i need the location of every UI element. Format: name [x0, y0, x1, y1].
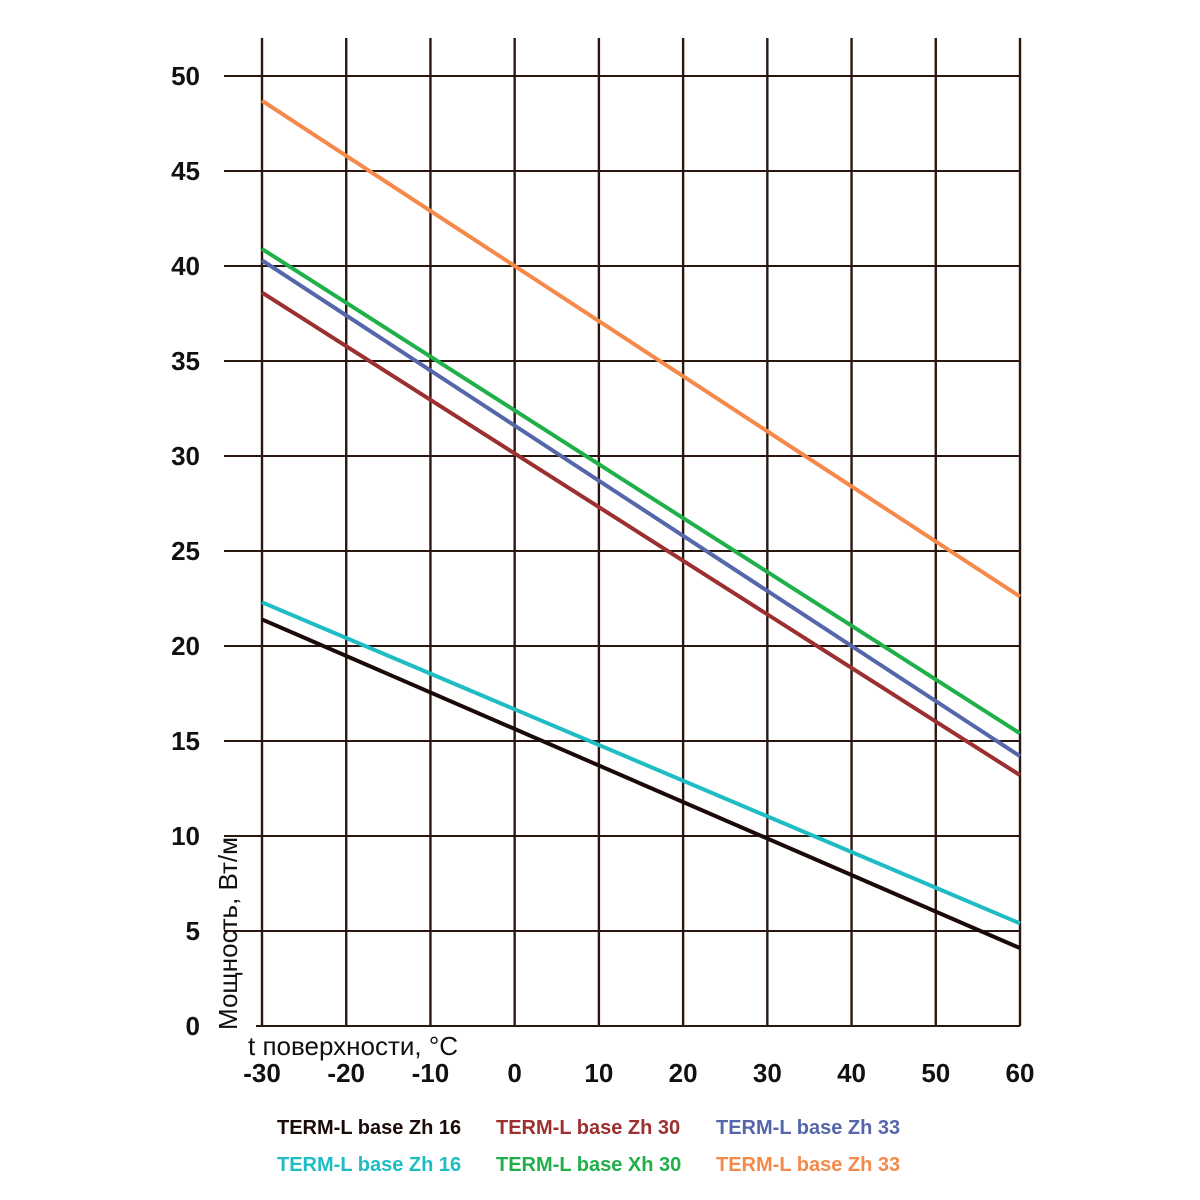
- x-tick-label: 20: [669, 1058, 698, 1088]
- y-tick-label: 40: [171, 251, 200, 281]
- series-lines: [260, 99, 1022, 950]
- series-line-4: [261, 600, 1021, 926]
- x-tick-label: 50: [921, 1058, 950, 1088]
- legend-item-6: TERM-L base Zh 33: [716, 1154, 900, 1176]
- series-line-5: [260, 247, 1022, 736]
- series-line-2: [260, 290, 1022, 777]
- y-tick-label: 25: [171, 536, 200, 566]
- y-tick-labels: 0 5 10 15 20 25 30 35 40 45 50: [171, 61, 200, 1041]
- x-tick-label: 0: [507, 1058, 521, 1088]
- legend-item-2: TERM-L base Zh 30: [496, 1117, 680, 1139]
- x-tick-label: 10: [584, 1058, 613, 1088]
- y-tick-label: 50: [171, 61, 200, 91]
- x-axis-label: t поверхности, °C: [248, 1031, 458, 1061]
- x-tick-label: 60: [1006, 1058, 1035, 1088]
- legend-item-5: TERM-L base Xh 30: [496, 1154, 681, 1176]
- y-tick-label: 20: [171, 631, 200, 661]
- y-tick-label: 30: [171, 441, 200, 471]
- x-tick-label: 30: [753, 1058, 782, 1088]
- x-tick-labels: -30 -20 -10 0 10 20 30 40 50 60: [243, 1058, 1034, 1088]
- y-tick-label: 35: [171, 346, 200, 376]
- legend-item-3: TERM-L base Zh 33: [716, 1117, 900, 1139]
- y-tick-label: 45: [171, 156, 200, 186]
- y-tick-label: 5: [186, 916, 200, 946]
- y-tick-label: 0: [186, 1011, 200, 1041]
- x-tick-label: -20: [327, 1058, 365, 1088]
- y-axis-label: Мощность, Вт/м: [213, 837, 243, 1030]
- x-tick-label: -10: [412, 1058, 450, 1088]
- legend-item-4: TERM-L base Zh 16: [277, 1154, 461, 1176]
- y-tick-label: 15: [171, 726, 200, 756]
- series-line-3: [260, 258, 1022, 758]
- legend-item-1: TERM-L base Zh 16: [277, 1117, 461, 1139]
- series-line-1: [261, 617, 1021, 950]
- series-line-6: [260, 99, 1022, 599]
- y-tick-label: 10: [171, 821, 200, 851]
- x-tick-label: -30: [243, 1058, 281, 1088]
- legend: TERM-L base Zh 16 TERM-L base Zh 30 TERM-L…: [277, 1117, 900, 1176]
- grid: [224, 38, 1022, 1027]
- x-tick-label: 40: [837, 1058, 866, 1088]
